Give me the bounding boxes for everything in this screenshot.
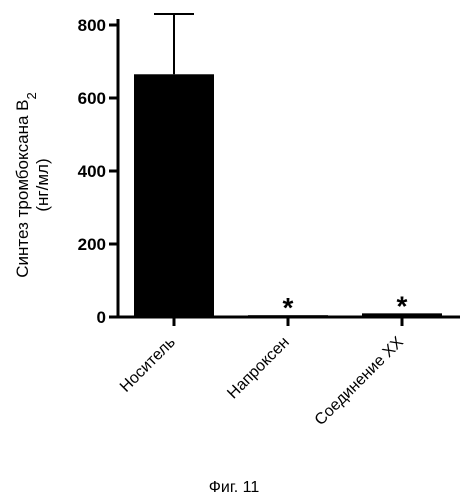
figure-caption: Фиг. 11 [209,479,260,496]
bars [134,14,442,317]
y-tick-label: 0 [97,308,106,327]
x-tick-label: Напроксен [224,334,292,402]
x-tick-label: Носитель [117,334,179,396]
y-ticks: 0 200 400 600 800 [78,16,118,327]
y-tick-label: 600 [78,89,106,108]
y-tick-label: 400 [78,162,106,181]
y-axis-label: Синтез тромбоксана B2 (нг/мл) [13,92,52,277]
y-tick-label: 200 [78,235,106,254]
x-tick-label: Соединение XX [312,334,407,429]
y-tick-label: 800 [78,16,106,35]
significance-marker: * [397,290,408,321]
y-axis-label-main: Синтез тромбоксана B [13,100,32,278]
x-ticks: Носитель Напроксен Соединение XX [117,317,407,429]
y-axis-label-units: (нг/мл) [33,158,52,211]
y-axis-label-subscript: 2 [24,92,39,99]
bar [134,74,214,317]
